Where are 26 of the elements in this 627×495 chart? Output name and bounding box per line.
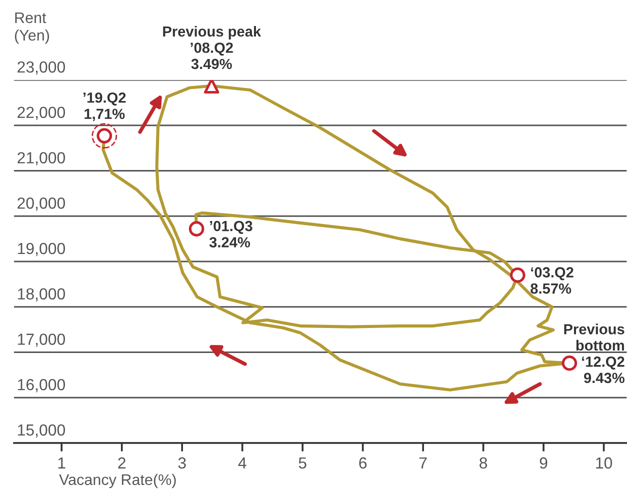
x-tick-label: 8 [480,457,488,469]
y-tick-label: 21,000 [18,152,66,166]
x-axis-title: Vacancy Rate(%) [59,474,176,488]
y-tick-label: 18,000 [18,288,66,302]
annotation: Previous bottom ‘12.Q2 9.43% [564,324,624,384]
y-tick-label: 17,000 [18,334,66,347]
annotation: ’01.Q3 3.24% [209,220,252,248]
y-axis-title: Rent (Yen) [14,12,50,44]
x-tick-label: 3 [178,457,186,469]
annotation: ‘03.Q2 8.57% [530,267,574,294]
y-tick-label: 16,000 [18,378,66,392]
annotation: Previous peak ’08.Q2 3.49% [163,26,262,70]
y-tick-label: 19,000 [18,242,66,256]
x-tick-label: 1 [58,457,66,468]
x-tick-label: 6 [359,457,367,469]
x-tick-label: 5 [298,457,306,469]
y-tick-label: 22,000 [18,106,66,120]
y-tick-label: 20,000 [18,197,66,211]
x-tick-label: 9 [540,457,548,469]
x-tick-label: 4 [238,457,246,468]
annotation: ’19.Q2 1,71% [83,92,126,122]
x-tick-label: 7 [419,457,427,468]
y-tick-label: 15,000 [18,424,66,438]
x-tick-label: 2 [118,457,126,468]
y-tick-label: 23,000 [18,61,66,75]
x-tick-label: 10 [596,457,612,469]
